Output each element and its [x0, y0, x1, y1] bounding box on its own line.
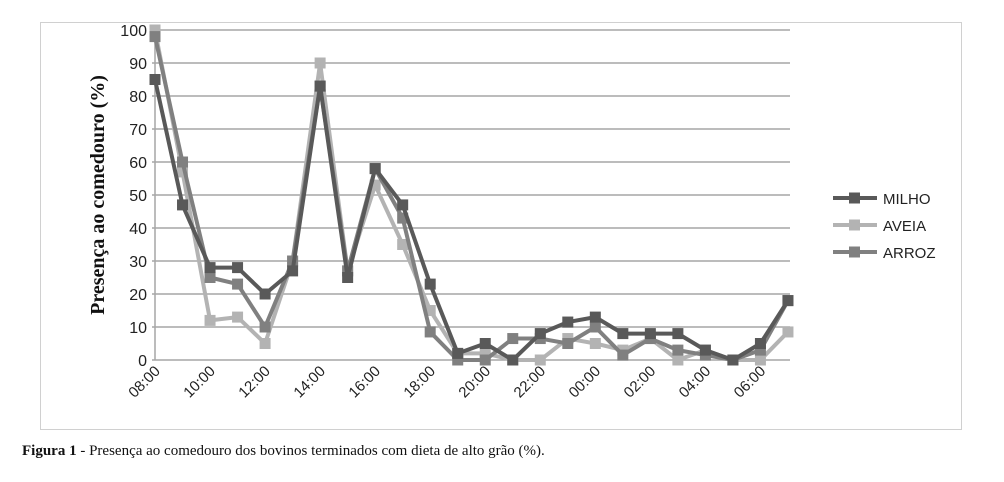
- chart-frame: [40, 22, 962, 430]
- data-point-milho: [177, 199, 189, 211]
- data-point-arroz: [424, 326, 436, 338]
- y-tick-label: 100: [120, 23, 147, 40]
- data-point-milho: [369, 163, 381, 175]
- data-point-arroz: [617, 349, 629, 361]
- data-point-milho: [149, 74, 161, 85]
- y-tick-label: 80: [129, 89, 147, 106]
- data-point-milho: [617, 328, 629, 340]
- data-point-milho: [699, 344, 711, 356]
- data-point-arroz: [232, 278, 244, 290]
- data-point-milho: [534, 328, 546, 340]
- y-tick-label: 60: [129, 155, 147, 172]
- legend-marker: [849, 246, 860, 258]
- data-point-arroz: [149, 31, 161, 43]
- data-point-milho: [397, 199, 409, 211]
- data-point-aveia: [232, 311, 244, 323]
- data-point-aveia: [397, 239, 409, 250]
- series-line-arroz: [153, 36, 790, 362]
- y-tick-label: 90: [129, 56, 147, 73]
- data-point-arroz: [507, 333, 519, 345]
- data-point-aveia: [672, 354, 684, 366]
- data-point-milho: [232, 262, 244, 274]
- data-point-arroz: [397, 212, 409, 224]
- x-tick-label: 10:00: [180, 363, 219, 402]
- data-point-milho: [479, 338, 491, 349]
- data-point-milho: [342, 272, 354, 283]
- data-point-milho: [204, 262, 216, 274]
- x-tick-label: 14:00: [290, 363, 329, 402]
- y-tick-label: 10: [129, 320, 147, 337]
- data-point-milho: [644, 328, 656, 340]
- data-point-aveia: [204, 314, 216, 326]
- series-line-milho: [153, 79, 790, 362]
- data-point-milho: [424, 278, 436, 290]
- x-tick-label: 06:00: [731, 363, 770, 402]
- legend-marker: [849, 192, 860, 204]
- data-point-milho: [287, 265, 299, 277]
- data-point-aveia: [424, 305, 436, 316]
- data-point-aveia: [149, 24, 161, 36]
- data-point-arroz: [479, 354, 491, 366]
- x-tick-label: 02:00: [621, 363, 660, 402]
- data-point-aveia: [259, 338, 271, 349]
- data-point-milho: [562, 316, 574, 328]
- data-point-aveia: [177, 166, 189, 178]
- y-axis-label: Presença ao comedouro (%): [87, 75, 109, 315]
- y-tick-label: 0: [138, 353, 147, 370]
- data-point-aveia: [369, 179, 381, 191]
- y-tick-label: 50: [129, 188, 147, 205]
- data-point-arroz: [452, 354, 464, 366]
- y-tick-label: 70: [129, 122, 147, 139]
- data-point-arroz: [177, 156, 189, 168]
- data-point-milho: [452, 347, 464, 359]
- legend-label: MILHO: [883, 191, 931, 208]
- data-point-aveia: [589, 338, 601, 349]
- caption-text: - Presença ao comedouro dos bovinos term…: [76, 443, 545, 459]
- x-tick-label: 18:00: [400, 363, 439, 402]
- x-tick-label: 16:00: [345, 363, 384, 402]
- data-point-milho: [782, 295, 794, 307]
- x-tick-label: 20:00: [455, 363, 494, 402]
- caption-label: Figura 1: [22, 443, 77, 459]
- data-point-aveia: [782, 326, 794, 338]
- data-point-aveia: [534, 354, 546, 366]
- data-point-milho: [589, 311, 601, 323]
- legend-marker: [849, 219, 860, 231]
- x-tick-label: 12:00: [235, 363, 274, 402]
- x-tick-label: 00:00: [566, 363, 605, 402]
- data-point-arroz: [754, 344, 766, 356]
- legend-label: AVEIA: [883, 218, 926, 235]
- data-point-milho: [259, 288, 271, 300]
- data-point-milho: [314, 80, 326, 92]
- figure-caption: Figura 1 - Presença ao comedouro dos bov…: [22, 443, 545, 460]
- data-point-milho: [507, 354, 519, 366]
- y-tick-label: 20: [129, 287, 147, 304]
- y-tick-label: 40: [129, 221, 147, 238]
- data-point-arroz: [204, 272, 216, 283]
- data-point-aveia: [314, 57, 326, 69]
- data-point-aveia: [479, 347, 491, 359]
- data-point-arroz: [259, 321, 271, 333]
- data-point-arroz: [562, 338, 574, 349]
- data-point-aveia: [754, 354, 766, 366]
- data-point-arroz: [589, 321, 601, 333]
- x-tick-label: 04:00: [676, 363, 715, 402]
- data-point-milho: [727, 354, 739, 366]
- data-point-milho: [754, 338, 766, 349]
- data-point-arroz: [672, 344, 684, 356]
- data-point-milho: [672, 328, 684, 340]
- legend-label: ARROZ: [883, 245, 936, 262]
- x-tick-label: 22:00: [511, 363, 550, 402]
- y-tick-label: 30: [129, 254, 147, 271]
